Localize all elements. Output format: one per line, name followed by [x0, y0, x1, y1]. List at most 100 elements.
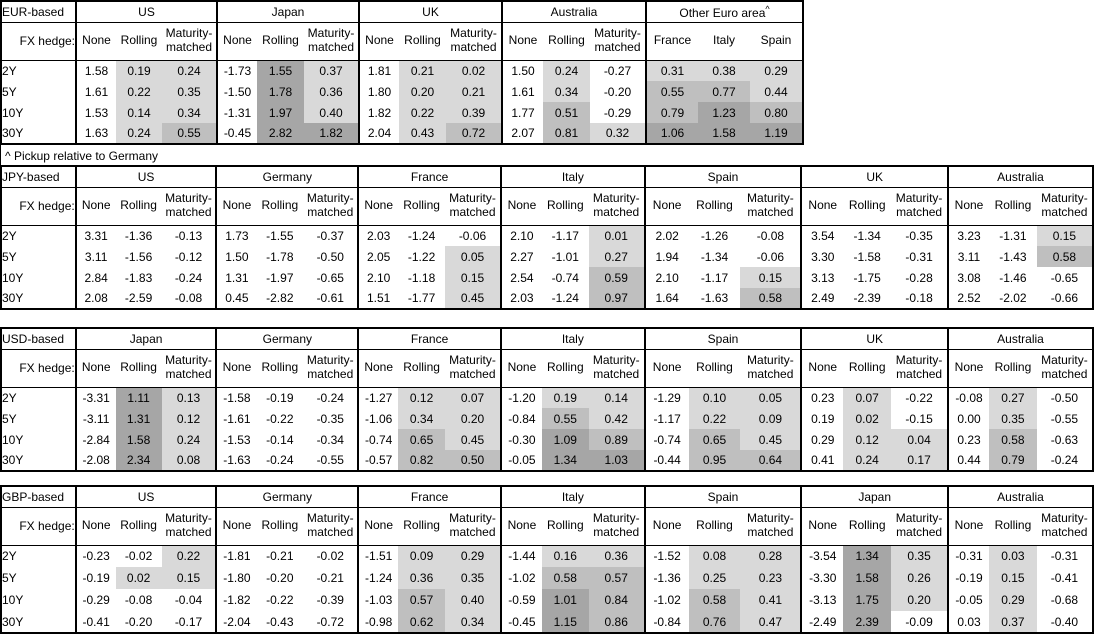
value-cell: -1.81: [215, 545, 257, 567]
table-row: 10Y -0.29 -0.08 -0.04 -1.82 -0.22 -0.39 -1.03 0.…: [1, 589, 1093, 611]
tenor-label: 30Y: [2, 453, 24, 467]
country-name: US: [138, 4, 155, 19]
value-cell: -0.35: [891, 225, 949, 246]
value-cell: -1.75: [843, 267, 892, 288]
value-cell: 3.13: [800, 267, 844, 288]
value-cell: 0.35: [891, 545, 949, 567]
value-cell: -1.02: [643, 589, 689, 611]
table-row: 2Y 3.31 -1.36 -0.13 1.73 -1.55 -0.37 2.03 -1.24-…: [1, 225, 1093, 246]
value-cell: 0.97: [588, 288, 645, 309]
value-cell: 0.02: [446, 60, 502, 81]
column-header: Maturity-matched: [740, 187, 802, 226]
value-cell: -0.29: [590, 102, 646, 123]
value-cell: 2.34: [115, 450, 162, 471]
column-header: Maturity-matched: [303, 507, 359, 546]
value-cell: 0.89: [588, 429, 645, 450]
value-cell: -0.59: [499, 589, 542, 611]
value-cell: -0.22: [256, 408, 304, 429]
column-header: None: [800, 349, 844, 388]
table-row: 2Y -3.31 1.11 0.13 -1.58 -0.19 -0.24 -1.27 0.12 0…: [1, 387, 1093, 408]
value-cell: 0.82: [398, 450, 446, 471]
value-cell: -0.05: [947, 589, 989, 611]
usd-based-table-container: USD-based Japan Germany France Italy Spain UK A…: [0, 327, 1094, 472]
value-cell: -0.43: [256, 611, 304, 633]
country-name: UK: [866, 169, 884, 184]
country-header: Germany: [215, 328, 359, 350]
value-cell: 0.08: [161, 450, 217, 471]
value-cell: -0.37: [303, 225, 359, 246]
value-cell: -1.43: [988, 246, 1037, 267]
value-cell: 1.78: [257, 81, 304, 102]
value-cell: 0.44: [750, 81, 803, 102]
column-header: Maturity-matched: [161, 349, 217, 388]
value-cell: -0.45: [216, 123, 257, 144]
country-name: Germany: [262, 489, 313, 504]
value-cell: 0.55: [541, 408, 589, 429]
country-header: Germany: [215, 166, 359, 188]
value-cell: 0.34: [445, 611, 501, 633]
tenor-label: 5Y: [2, 411, 17, 426]
value-cell: -0.02: [115, 545, 162, 567]
value-cell: -0.21: [303, 567, 359, 589]
value-cell: 1.77: [501, 102, 543, 123]
value-cell: -0.61: [303, 288, 359, 309]
tenor-label: 10Y: [2, 105, 24, 120]
tenor-label: 5Y: [2, 571, 17, 585]
value-cell: -0.84: [643, 611, 689, 633]
fx-hedge-label: FX hedge:: [1, 507, 76, 546]
value-cell: -0.39: [303, 589, 359, 611]
column-header: Rolling: [688, 349, 741, 388]
value-cell: 0.40: [304, 102, 359, 123]
value-cell: 0.17: [891, 450, 949, 471]
tenor-label: 30Y: [2, 126, 24, 140]
table-row: 30Y 1.63 0.24 0.55 -0.45 2.82 1.82 2.04 0.43 0.72…: [1, 123, 803, 144]
value-cell: -1.17: [643, 408, 689, 429]
column-header: Maturity-matched: [303, 349, 359, 388]
value-cell: 0.29: [750, 60, 803, 81]
column-header: Maturity-matched: [588, 507, 645, 546]
value-cell: 0.79: [988, 450, 1037, 471]
value-cell: -0.08: [947, 387, 989, 408]
value-cell: 1.03: [588, 450, 645, 471]
country-name: Other Euro area: [679, 5, 766, 20]
value-cell: -1.63: [215, 450, 257, 471]
value-cell: 0.62: [398, 611, 446, 633]
value-cell: -3.11: [74, 408, 116, 429]
tenor-label: 30Y: [2, 291, 24, 305]
value-cell: -1.73: [216, 60, 257, 81]
value-cell: -0.21: [256, 545, 304, 567]
column-header: Maturity-matched: [445, 507, 501, 546]
column-header: Rolling: [988, 507, 1037, 546]
value-cell: 0.41: [740, 589, 802, 611]
value-cell: -1.24: [398, 225, 446, 246]
country-name: France: [410, 489, 449, 504]
value-cell: -0.30: [499, 429, 542, 450]
value-cell: 0.65: [688, 429, 741, 450]
value-cell: 0.05: [445, 246, 501, 267]
usd-based-table: USD-based Japan Germany France Italy Spain UK A…: [0, 327, 1094, 472]
value-cell: -1.27: [357, 387, 399, 408]
value-cell: 2.27: [499, 246, 542, 267]
value-cell: -0.02: [303, 545, 359, 567]
value-cell: -1.53: [215, 429, 257, 450]
value-cell: -0.55: [1036, 408, 1093, 429]
country-name: Japan: [271, 4, 305, 19]
column-header: Maturity-matched: [446, 22, 502, 61]
value-cell: -1.34: [688, 246, 741, 267]
value-cell: -0.06: [740, 246, 802, 267]
value-cell: 0.58: [988, 429, 1037, 450]
value-cell: 0.51: [543, 102, 590, 123]
value-cell: 2.10: [499, 225, 542, 246]
value-cell: 0.09: [398, 545, 446, 567]
value-cell: 0.22: [116, 81, 162, 102]
value-cell: 0.27: [988, 387, 1037, 408]
column-header: Rolling: [541, 507, 589, 546]
country-name: US: [137, 169, 155, 184]
column-header: Maturity-matched: [891, 507, 949, 546]
value-cell: 3.11: [947, 246, 989, 267]
value-cell: -0.18: [891, 288, 949, 309]
value-cell: -0.98: [357, 611, 399, 633]
value-cell: -0.15: [891, 408, 949, 429]
column-header: Rolling: [541, 349, 589, 388]
value-cell: -0.05: [499, 450, 542, 471]
